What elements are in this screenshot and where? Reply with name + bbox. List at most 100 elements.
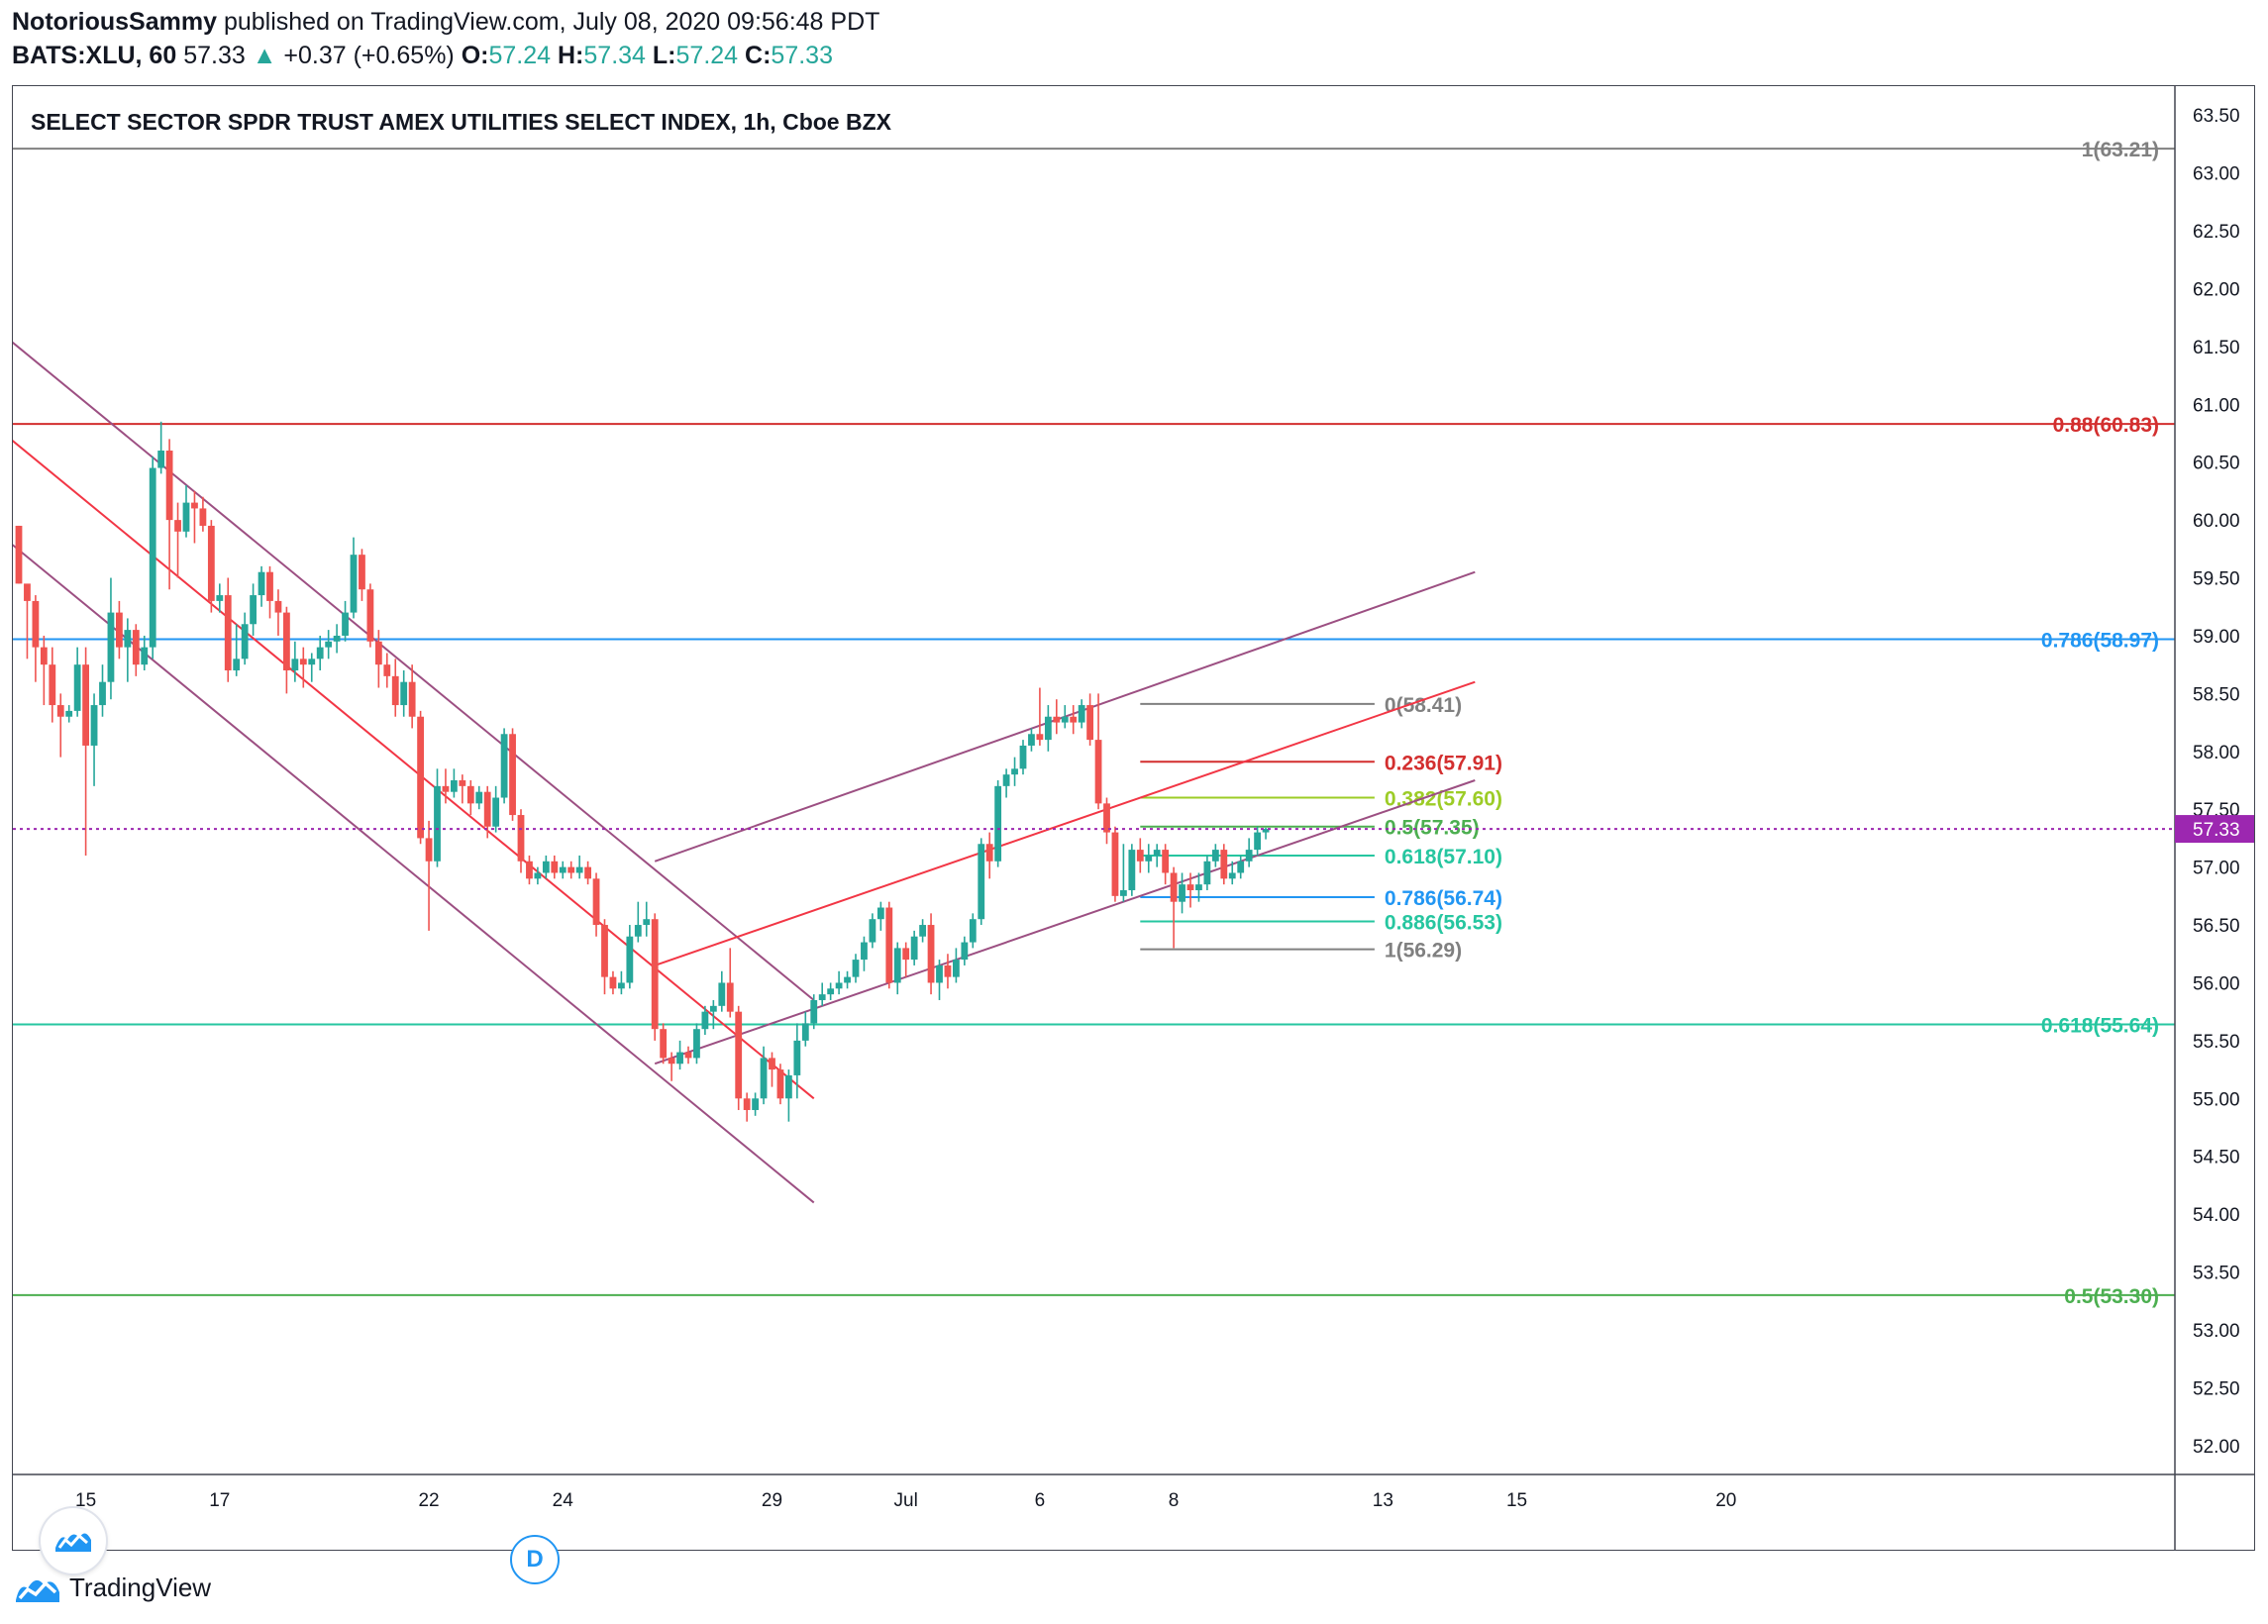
dividend-marker[interactable]: D — [510, 1535, 560, 1584]
time-tick-label: 17 — [209, 1490, 230, 1511]
fib-label: 0.236(57.91) — [1385, 752, 1502, 774]
candle-body — [769, 1058, 775, 1070]
candle — [693, 1023, 700, 1065]
candle-body — [1186, 884, 1194, 890]
candle-body — [844, 976, 851, 983]
candle — [1211, 844, 1219, 867]
candle — [359, 549, 365, 601]
candle-body — [885, 907, 893, 983]
candle-body — [651, 919, 659, 1030]
candle — [1070, 705, 1078, 735]
author-name[interactable]: NotoriousSammy — [12, 8, 217, 36]
price-tick-label: 56.50 — [2193, 916, 2240, 937]
candle — [325, 630, 333, 660]
candle-body — [793, 1040, 801, 1075]
price-tick-label: 58.00 — [2193, 743, 2240, 763]
candle-body — [82, 664, 89, 746]
candle-body — [827, 988, 835, 995]
candle-body — [985, 844, 993, 862]
candles — [15, 421, 1270, 1122]
trend-line — [654, 680, 1476, 966]
price-tick-label: 61.00 — [2193, 395, 2240, 416]
candle-body — [483, 791, 491, 827]
candle — [609, 970, 617, 995]
candle — [149, 456, 156, 660]
candle — [634, 901, 642, 943]
candle-body — [24, 583, 31, 601]
candle-body — [459, 780, 466, 786]
candle — [40, 635, 48, 706]
candle-body — [509, 734, 516, 816]
candle-body — [643, 919, 651, 926]
tradingview-watermark[interactable] — [41, 1508, 106, 1573]
candle-body — [116, 612, 123, 648]
time-axis: 15 17 22 24 29 Jul 6 8 13 15 20 — [13, 1473, 2254, 1511]
candle-body — [869, 919, 876, 943]
candle-body — [299, 659, 307, 665]
price-tick-label: 52.50 — [2193, 1378, 2240, 1399]
price-tick-label: 59.50 — [2193, 569, 2240, 590]
fib-retracement: 0(58.41) 0.236(57.91) 0.382(57.60) 0.5(57.3… — [1140, 694, 1502, 963]
candle — [241, 612, 249, 665]
candle — [844, 970, 851, 989]
candle-body — [760, 1058, 768, 1099]
candle-body — [1002, 774, 1010, 786]
candle — [801, 1011, 809, 1047]
level-label: 0.88(60.83) — [2053, 414, 2159, 437]
candle-body — [316, 647, 324, 660]
open-label: O: — [461, 42, 489, 69]
tradingview-logo-icon — [55, 1533, 91, 1552]
trend-line — [13, 440, 815, 1100]
candle-body — [668, 1058, 675, 1065]
candle — [1262, 827, 1270, 840]
candle — [643, 901, 651, 937]
candle — [199, 496, 207, 532]
candle-body — [1262, 829, 1270, 833]
candle — [902, 942, 910, 977]
candle — [810, 994, 818, 1030]
candle — [1094, 693, 1102, 810]
candle-body — [32, 600, 40, 648]
candle — [760, 1046, 768, 1105]
candle — [1153, 844, 1161, 867]
candle-body — [785, 1074, 792, 1099]
candle-body — [969, 919, 977, 943]
candle — [985, 832, 993, 879]
candle — [1028, 728, 1035, 752]
candle — [718, 970, 726, 1012]
candle — [1245, 838, 1253, 867]
candle — [1011, 757, 1018, 786]
candle-body — [1078, 705, 1085, 723]
candle — [752, 1092, 759, 1116]
last-price-tag-label: 57.33 — [2193, 820, 2240, 841]
candle-body — [1211, 850, 1219, 862]
candle-body — [132, 630, 140, 665]
candle-body — [1019, 745, 1027, 769]
candle-body — [1237, 861, 1245, 873]
publish-info: NotoriousSammy published on TradingView.… — [12, 8, 879, 37]
price-tick-label: 52.00 — [2193, 1437, 2240, 1458]
candle-body — [333, 635, 341, 642]
candle-body — [258, 571, 265, 596]
price-chart[interactable]: 1(63.21) 0.88(60.83) 0.786(58.97) 0.618(55.… — [13, 86, 2254, 1550]
candle-body — [735, 1011, 743, 1099]
candle-body — [1061, 716, 1069, 723]
candle — [861, 936, 868, 971]
candle-body — [141, 647, 149, 665]
candle — [1228, 861, 1236, 885]
chart-container[interactable]: 1(63.21) 0.88(60.83) 0.786(58.97) 0.618(55.… — [12, 85, 2255, 1584]
candle — [953, 948, 960, 983]
candle — [676, 1040, 683, 1070]
candle — [994, 780, 1002, 867]
candle-body — [1111, 832, 1119, 896]
candle — [90, 693, 98, 786]
candle — [852, 954, 860, 983]
candle — [1002, 768, 1010, 798]
candle — [65, 705, 73, 723]
price-axis: 52.00 52.50 53.00 53.50 54.00 54.50 55.00 55.50… — [2174, 86, 2254, 1550]
candle — [559, 861, 567, 879]
time-tick-label: 29 — [762, 1490, 782, 1511]
time-tick-label: 8 — [1169, 1490, 1180, 1511]
candle — [1120, 844, 1127, 902]
candle — [769, 1052, 775, 1087]
